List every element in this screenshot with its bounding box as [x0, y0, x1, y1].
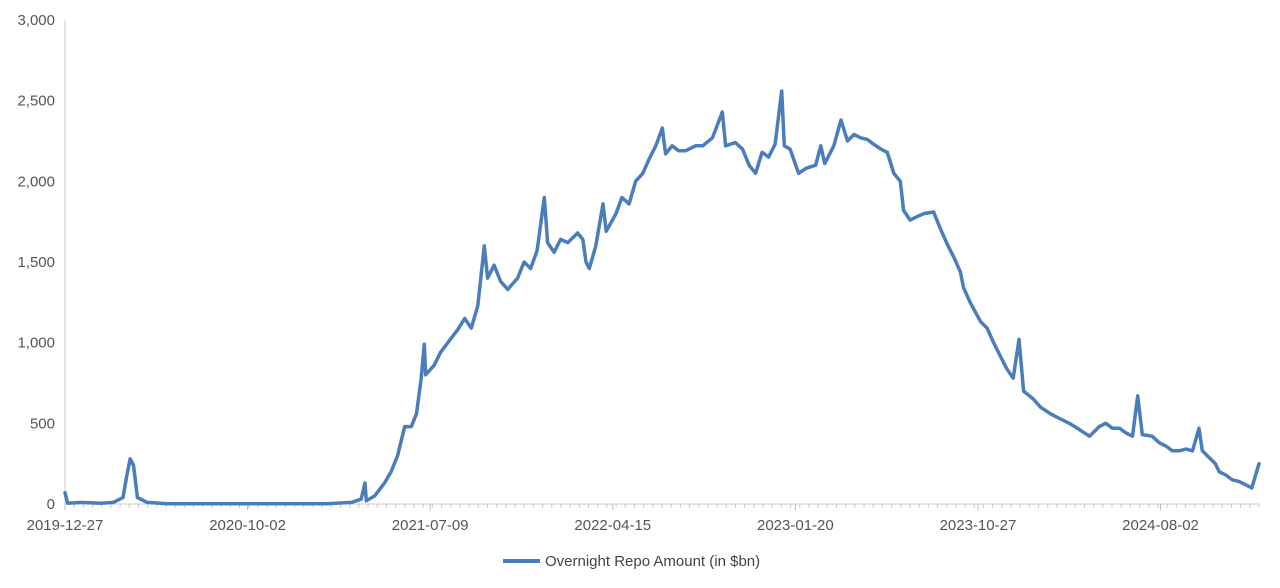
x-axis: 2019-12-27 2020-10-02 2021-07-09 2022-04-15… — [27, 503, 1260, 534]
y-tick-label: 500 — [30, 415, 55, 432]
x-tick-label: 2020-10-02 — [209, 517, 286, 534]
y-tick-label: 2,000 — [17, 173, 55, 190]
x-tick-label: 2022-04-15 — [574, 517, 651, 534]
x-tick-label: 2023-10-27 — [940, 517, 1017, 534]
x-tick-label: 2023-01-20 — [757, 517, 834, 534]
y-axis: 0 500 1,000 1,500 2,000 2,500 3,000 — [17, 12, 66, 513]
y-tick-label: 1,500 — [17, 254, 55, 271]
y-tick-label: 0 — [47, 496, 55, 513]
x-tick-label: 2021-07-09 — [392, 517, 469, 534]
y-tick-label: 2,500 — [17, 93, 55, 110]
legend-label: Overnight Repo Amount (in $bn) — [545, 553, 760, 570]
y-tick-label: 1,000 — [17, 335, 55, 352]
series-line-0 — [63, 89, 1261, 506]
legend[interactable]: Overnight Repo Amount (in $bn) — [503, 553, 760, 570]
x-tick-label: 2024-08-02 — [1122, 517, 1199, 534]
y-tick-label: 3,000 — [17, 12, 55, 29]
x-tick-label: 2019-12-27 — [27, 517, 104, 534]
series-layer — [63, 89, 1261, 506]
